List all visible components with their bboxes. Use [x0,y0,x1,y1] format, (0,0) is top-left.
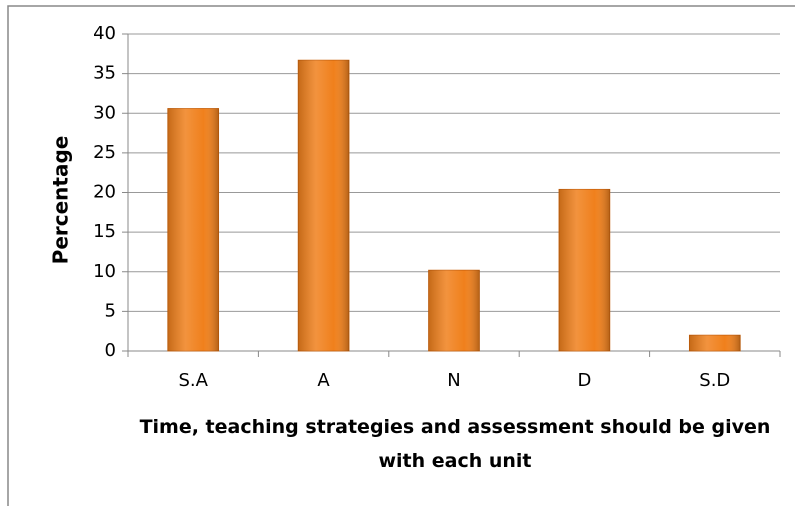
x-tick-label: N [447,370,460,391]
y-tick-label: 25 [93,142,116,163]
bar-shade [298,60,350,352]
x-axis-title: Time, teaching strategies and assessment… [139,416,771,472]
x-tick-label: S.D [699,370,730,391]
y-tick-label: 20 [93,182,116,203]
y-tick-label: 0 [105,340,116,361]
y-tick-label: 5 [105,300,116,321]
y-tick-label: 10 [93,261,116,282]
x-tick-label: A [317,370,330,391]
frame [7,5,795,506]
bar-shade [689,335,741,351]
bar-shade [558,189,610,351]
bar-shade [428,270,480,351]
y-tick-label: 35 [93,63,116,84]
y-tick-label: 15 [93,221,116,242]
x-tick-label: D [577,370,591,391]
bar-shade [167,108,219,352]
y-axis-title: Percentage [49,136,73,265]
x-tick-label: S.A [178,370,208,391]
y-tick-label: 30 [93,102,116,123]
y-tick-label: 40 [93,23,116,44]
